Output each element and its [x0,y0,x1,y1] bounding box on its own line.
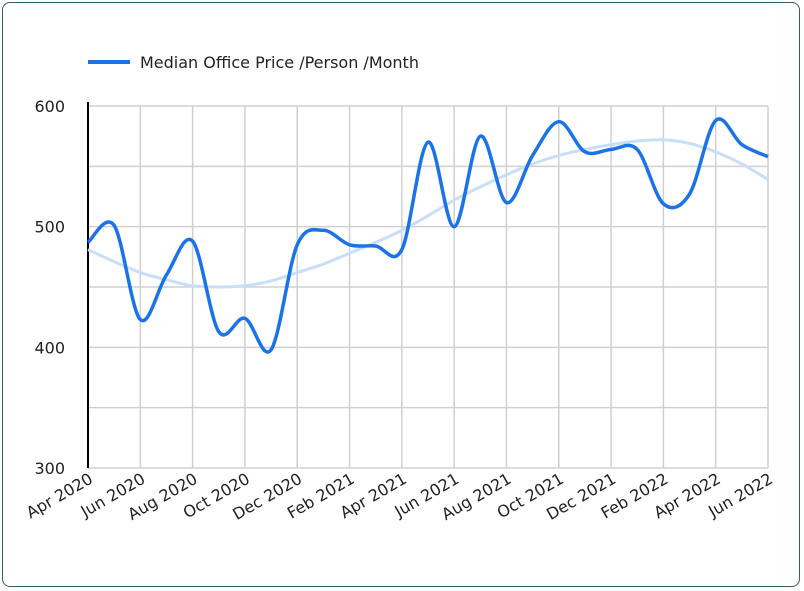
legend-label: Median Office Price /Person /Month [140,53,419,72]
line-series [87,138,769,289]
y-tick-label: 500 [34,218,65,237]
line-series [86,117,769,354]
y-tick-label: 400 [34,338,65,357]
y-tick-label: 300 [34,459,65,478]
y-tick-label: 600 [34,97,65,116]
